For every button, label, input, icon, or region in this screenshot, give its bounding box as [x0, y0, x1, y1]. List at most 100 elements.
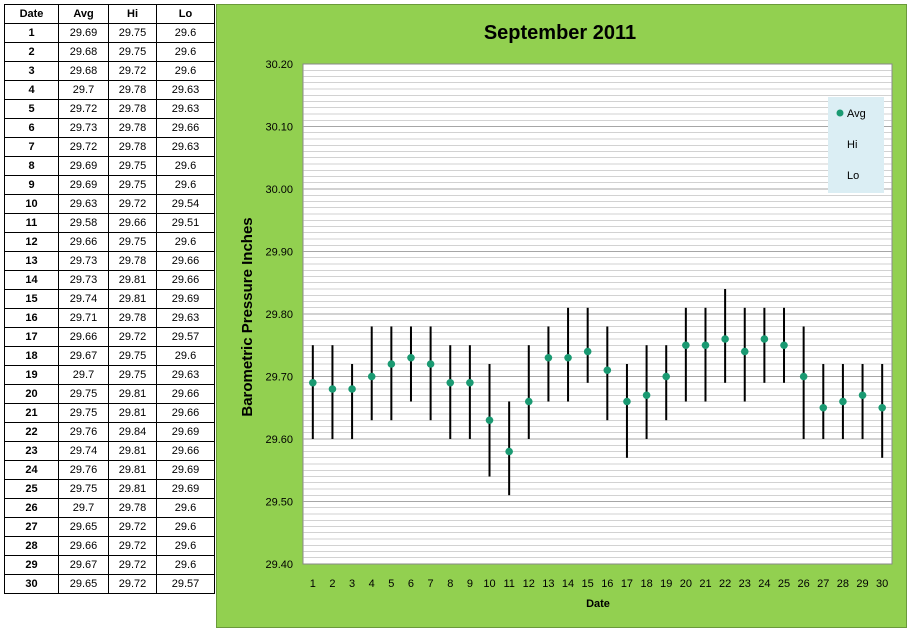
cell-avg: 29.73 — [58, 118, 109, 138]
x-tick-label: 14 — [562, 578, 574, 590]
cell-date: 1 — [4, 23, 59, 43]
chart-panel: September 2011 29.40 29.50 29.60 29.70 29.80… — [216, 4, 907, 628]
avg-point — [662, 372, 671, 381]
table-row: 26 29.7 29.78 29.6 — [4, 498, 215, 518]
cell-lo: 29.63 — [156, 308, 215, 328]
cell-date: 4 — [4, 80, 59, 100]
x-tick-label: 7 — [428, 578, 434, 590]
cell-date: 6 — [4, 118, 59, 138]
cell-date: 29 — [4, 555, 59, 575]
cell-date: 11 — [4, 213, 59, 233]
cell-avg: 29.68 — [58, 42, 109, 62]
data-table-container: Date Avg Hi Lo 1 29.69 29.75 29.6 2 29.68 29.7… — [4, 4, 215, 628]
avg-point — [407, 353, 415, 362]
cell-lo: 29.69 — [156, 422, 215, 442]
cell-lo: 29.51 — [156, 213, 215, 233]
table-row: 25 29.75 29.81 29.69 — [4, 479, 215, 499]
cell-lo: 29.57 — [156, 327, 215, 347]
avg-point — [367, 372, 376, 381]
table-row: 10 29.63 29.72 29.54 — [4, 194, 215, 214]
table-row: 7 29.72 29.78 29.63 — [4, 137, 215, 157]
table-row: 18 29.67 29.75 29.6 — [4, 346, 215, 366]
y-tick-label: 29.50 — [265, 497, 293, 509]
cell-lo: 29.6 — [156, 536, 215, 556]
table-row: 12 29.66 29.75 29.6 — [4, 232, 215, 252]
table-body: 1 29.69 29.75 29.6 2 29.68 29.75 29.6 3 29.68 29.7… — [4, 23, 215, 594]
cell-avg: 29.76 — [58, 422, 109, 442]
table-row: 11 29.58 29.66 29.51 — [4, 213, 215, 233]
cell-date: 24 — [4, 460, 59, 480]
cell-lo: 29.6 — [156, 175, 215, 195]
avg-point — [309, 378, 317, 387]
x-tick-label: 11 — [503, 578, 514, 590]
cell-lo: 29.54 — [156, 194, 215, 214]
cell-date: 30 — [4, 574, 59, 594]
table-row: 24 29.76 29.81 29.69 — [4, 460, 215, 480]
legend-avg-marker — [836, 109, 844, 117]
avg-point — [780, 341, 788, 350]
cell-lo: 29.6 — [156, 232, 215, 252]
avg-point — [819, 403, 828, 412]
cell-avg: 29.72 — [58, 137, 109, 157]
cell-avg: 29.75 — [58, 479, 109, 499]
table-row: 2 29.68 29.75 29.6 — [4, 42, 215, 62]
table-row: 4 29.7 29.78 29.63 — [4, 80, 215, 100]
cell-date: 20 — [4, 384, 59, 404]
cell-date: 22 — [4, 422, 59, 442]
cell-lo: 29.66 — [156, 118, 215, 138]
avg-point — [446, 378, 455, 387]
cell-hi: 29.81 — [108, 441, 157, 461]
cell-date: 26 — [4, 498, 59, 518]
cell-avg: 29.67 — [58, 346, 109, 366]
cell-date: 28 — [4, 536, 59, 556]
cell-hi: 29.72 — [108, 61, 157, 81]
avg-point — [426, 360, 435, 368]
cell-lo: 29.63 — [156, 80, 215, 100]
cell-date: 16 — [4, 308, 59, 328]
x-axis-label: Date — [586, 598, 610, 610]
cell-hi: 29.75 — [108, 346, 157, 366]
cell-lo: 29.6 — [156, 517, 215, 537]
cell-hi: 29.81 — [108, 460, 157, 480]
cell-lo: 29.63 — [156, 137, 215, 157]
y-axis-label: Barometric Pressure Inches — [239, 217, 256, 416]
cell-hi: 29.75 — [108, 156, 157, 176]
x-tick-label: 2 — [329, 578, 335, 590]
y-tick-label: 30.20 — [265, 59, 293, 71]
x-tick-label: 17 — [621, 578, 633, 590]
x-tick-label: 4 — [369, 578, 375, 590]
cell-lo: 29.6 — [156, 346, 215, 366]
cell-date: 8 — [4, 156, 59, 176]
cell-avg: 29.58 — [58, 213, 109, 233]
y-tick-label: 29.80 — [265, 309, 293, 321]
avg-point — [878, 403, 886, 412]
x-tick-label: 10 — [483, 578, 495, 590]
x-tick-label: 15 — [582, 578, 594, 590]
avg-point — [721, 335, 729, 343]
x-tick-label: 29 — [856, 578, 868, 590]
table-row: 6 29.73 29.78 29.66 — [4, 118, 215, 138]
cell-hi: 29.72 — [108, 517, 157, 537]
cell-date: 5 — [4, 99, 59, 119]
avg-point — [623, 397, 631, 406]
cell-avg: 29.73 — [58, 251, 109, 271]
header-hi: Hi — [108, 4, 157, 24]
table-row: 5 29.72 29.78 29.63 — [4, 99, 215, 119]
cell-lo: 29.6 — [156, 61, 215, 81]
x-tick-label: 30 — [876, 578, 888, 590]
cell-date: 2 — [4, 42, 59, 62]
cell-hi: 29.78 — [108, 251, 157, 271]
table-row: 28 29.66 29.72 29.6 — [4, 536, 215, 556]
cell-hi: 29.78 — [108, 99, 157, 119]
cell-hi: 29.81 — [108, 403, 157, 423]
cell-avg: 29.66 — [58, 536, 109, 556]
header-lo: Lo — [156, 4, 215, 24]
cell-lo: 29.63 — [156, 365, 215, 385]
table-row: 3 29.68 29.72 29.6 — [4, 61, 215, 81]
avg-point — [760, 335, 769, 343]
cell-lo: 29.63 — [156, 99, 215, 119]
cell-avg: 29.69 — [58, 175, 109, 195]
avg-point — [682, 341, 690, 350]
avg-point — [328, 385, 337, 393]
cell-hi: 29.75 — [108, 175, 157, 195]
